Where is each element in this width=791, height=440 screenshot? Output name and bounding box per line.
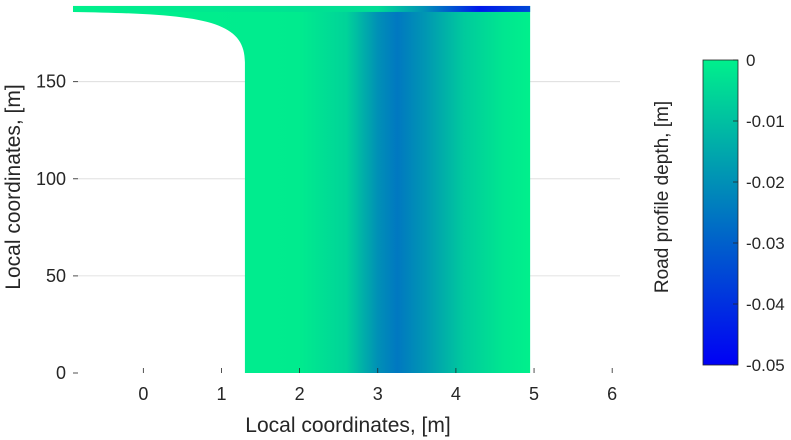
depth-surface-top-edge	[73, 5, 531, 12]
plot-area: 0 1 2 3 4 5 6 0 50 100 150	[36, 5, 620, 404]
colorbar-label: Road profile depth, [m]	[652, 101, 673, 293]
colorbar: 0 -0.01 -0.02 -0.03 -0.04 -0.05	[702, 51, 785, 375]
y-tick-label: 50	[46, 266, 66, 286]
colorbar-tick-label: -0.05	[746, 356, 785, 375]
colorbar-tick-label: -0.04	[746, 295, 785, 314]
colorbar-tick-label: -0.02	[746, 173, 785, 192]
colorbar-ticks: 0 -0.01 -0.02 -0.03 -0.04 -0.05	[733, 51, 785, 375]
y-tick-label: 0	[56, 363, 66, 383]
x-tick-label: 0	[138, 384, 148, 404]
colorbar-tick-label: -0.01	[746, 112, 785, 131]
colorbar-tick-label: -0.03	[746, 234, 785, 253]
y-tick-label: 150	[36, 72, 66, 92]
depth-surface	[73, 5, 531, 373]
x-tick-label: 4	[451, 384, 461, 404]
y-axis-label: Local coordinates, [m]	[2, 84, 25, 289]
colorbar-gradient	[702, 59, 739, 366]
colorbar-tick-label: 0	[746, 51, 755, 70]
x-tick-label: 5	[529, 384, 539, 404]
x-axis-label: Local coordinates, [m]	[245, 414, 450, 437]
x-tick-label: 3	[373, 384, 383, 404]
y-axis-ticks: 0 50 100 150	[36, 72, 78, 383]
x-axis-ticks: 0 1 2 3 4 5 6	[138, 368, 617, 404]
x-tick-label: 6	[607, 384, 617, 404]
x-tick-label: 1	[216, 384, 226, 404]
x-tick-label: 2	[295, 384, 305, 404]
depth-surface-fill	[73, 5, 531, 373]
y-tick-label: 100	[36, 169, 66, 189]
